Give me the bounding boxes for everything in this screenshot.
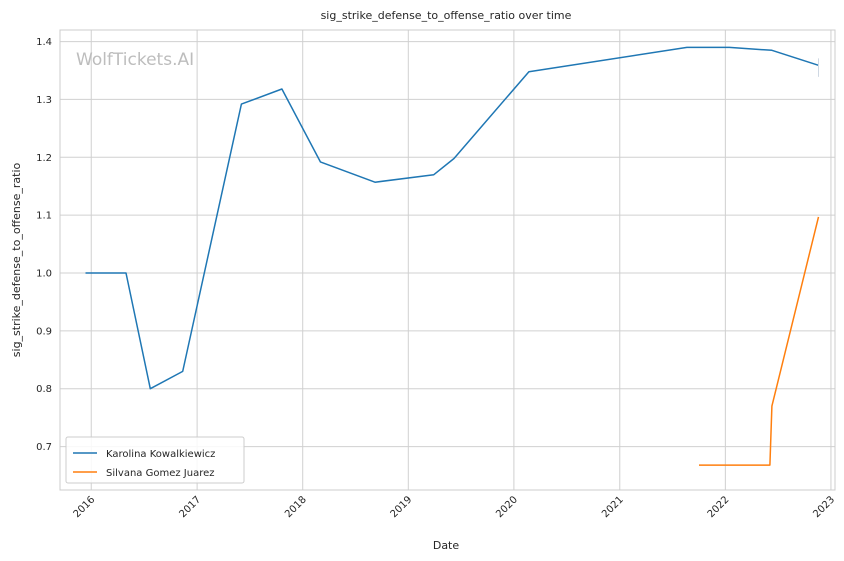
series-lines (85, 46, 820, 466)
x-axis-label: Date (433, 539, 460, 552)
y-tick-label: 1.3 (36, 95, 52, 106)
x-tick-label: 2017 (177, 494, 203, 520)
y-tick-label: 0.9 (36, 326, 52, 337)
y-tick-label: 1.2 (36, 153, 52, 164)
y-axis: 0.7 0.8 0.9 1.0 1.1 1.2 1.3 1.4 (36, 37, 52, 453)
y-tick-label: 0.8 (36, 384, 52, 395)
series-line-1 (699, 216, 820, 466)
y-tick-label: 1.0 (36, 269, 52, 280)
x-tick-label: 2023 (811, 494, 837, 520)
y-tick-label: 1.1 (36, 211, 52, 222)
x-tick-label: 2021 (600, 494, 626, 520)
y-tick-label: 0.7 (36, 442, 52, 453)
y-axis-label: sig_strike_defense_to_offense_ratio (10, 163, 23, 358)
x-tick-label: 2022 (706, 494, 732, 520)
x-tick-label: 2016 (72, 494, 98, 520)
legend-label-silvana: Silvana Gomez Juarez (106, 468, 215, 479)
x-tick-label: 2019 (389, 494, 415, 520)
chart-title: sig_strike_defense_to_offense_ratio over… (321, 9, 572, 22)
x-tick-label: 2020 (494, 494, 520, 520)
grid (60, 30, 835, 490)
legend-label-karolina: Karolina Kowalkiewicz (106, 449, 215, 460)
x-axis: 2016 2017 2018 2019 2020 2021 2022 2023 (72, 494, 837, 520)
legend-box (65, 436, 245, 484)
y-tick-label: 1.4 (36, 37, 52, 48)
series-line-0 (85, 46, 819, 390)
legend: Karolina Kowalkiewicz Silvana Gomez Juar… (65, 436, 245, 484)
plot-frame (59, 29, 836, 491)
watermark: WolfTickets.AI (76, 50, 194, 70)
x-tick-label: 2018 (283, 494, 309, 520)
